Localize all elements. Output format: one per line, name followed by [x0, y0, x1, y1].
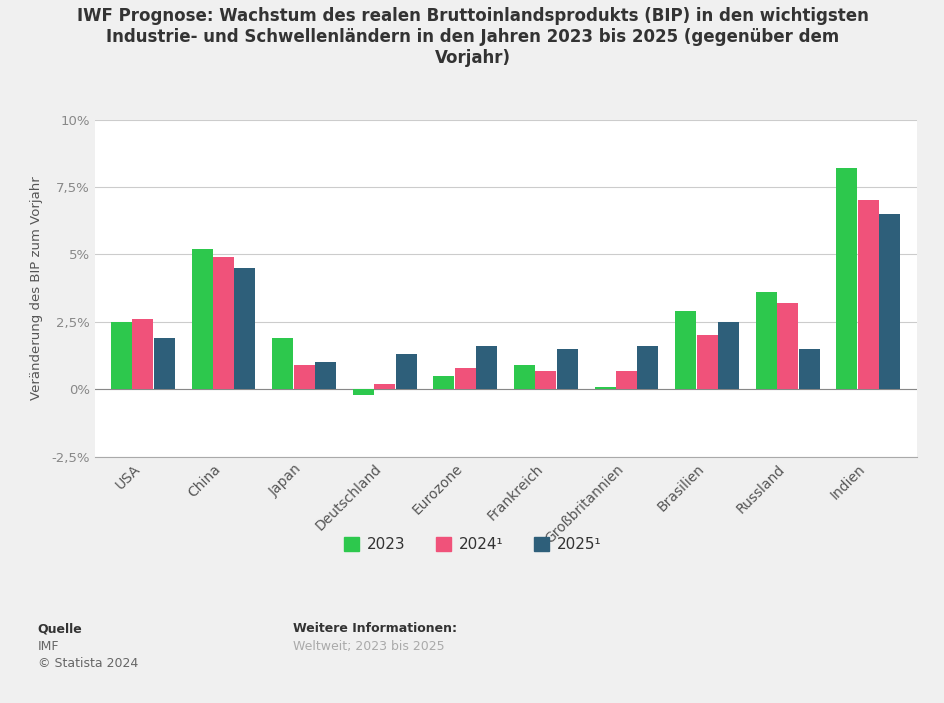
Bar [154, 338, 175, 389]
Bar [776, 303, 798, 389]
Bar [454, 368, 475, 389]
Bar [272, 338, 293, 389]
Bar [192, 249, 212, 389]
Bar [352, 389, 374, 395]
Bar [110, 322, 132, 389]
Legend: 2023, 2024¹, 2025¹: 2023, 2024¹, 2025¹ [337, 531, 607, 558]
Bar [636, 347, 658, 389]
Bar [835, 168, 856, 389]
Bar [594, 387, 615, 389]
Bar [514, 365, 534, 389]
Bar [234, 268, 255, 389]
Bar [476, 347, 497, 389]
Bar [396, 354, 416, 389]
Bar [675, 311, 696, 389]
Bar [212, 257, 234, 389]
Text: © Statista 2024: © Statista 2024 [38, 657, 138, 670]
Bar [755, 292, 776, 389]
Text: IWF Prognose: Wachstum des realen Bruttoinlandsprodukts (BIP) in den wichtigsten: IWF Prognose: Wachstum des realen Brutto… [76, 7, 868, 67]
Bar [798, 349, 818, 389]
Bar [717, 322, 738, 389]
Bar [535, 370, 556, 389]
Bar [433, 376, 454, 389]
Bar [857, 200, 878, 389]
Bar [132, 319, 153, 389]
Bar [556, 349, 577, 389]
Bar [696, 335, 716, 389]
Bar [615, 370, 636, 389]
Text: Weltweit; 2023 bis 2025: Weltweit; 2023 bis 2025 [293, 640, 444, 652]
Y-axis label: Veränderung des BIP zum Vorjahr: Veränderung des BIP zum Vorjahr [30, 176, 42, 400]
Bar [294, 365, 314, 389]
Text: Quelle: Quelle [38, 622, 82, 635]
Bar [878, 214, 900, 389]
Bar [374, 384, 395, 389]
Bar [314, 363, 335, 389]
Text: IMF: IMF [38, 640, 59, 652]
Text: Weitere Informationen:: Weitere Informationen: [293, 622, 457, 635]
